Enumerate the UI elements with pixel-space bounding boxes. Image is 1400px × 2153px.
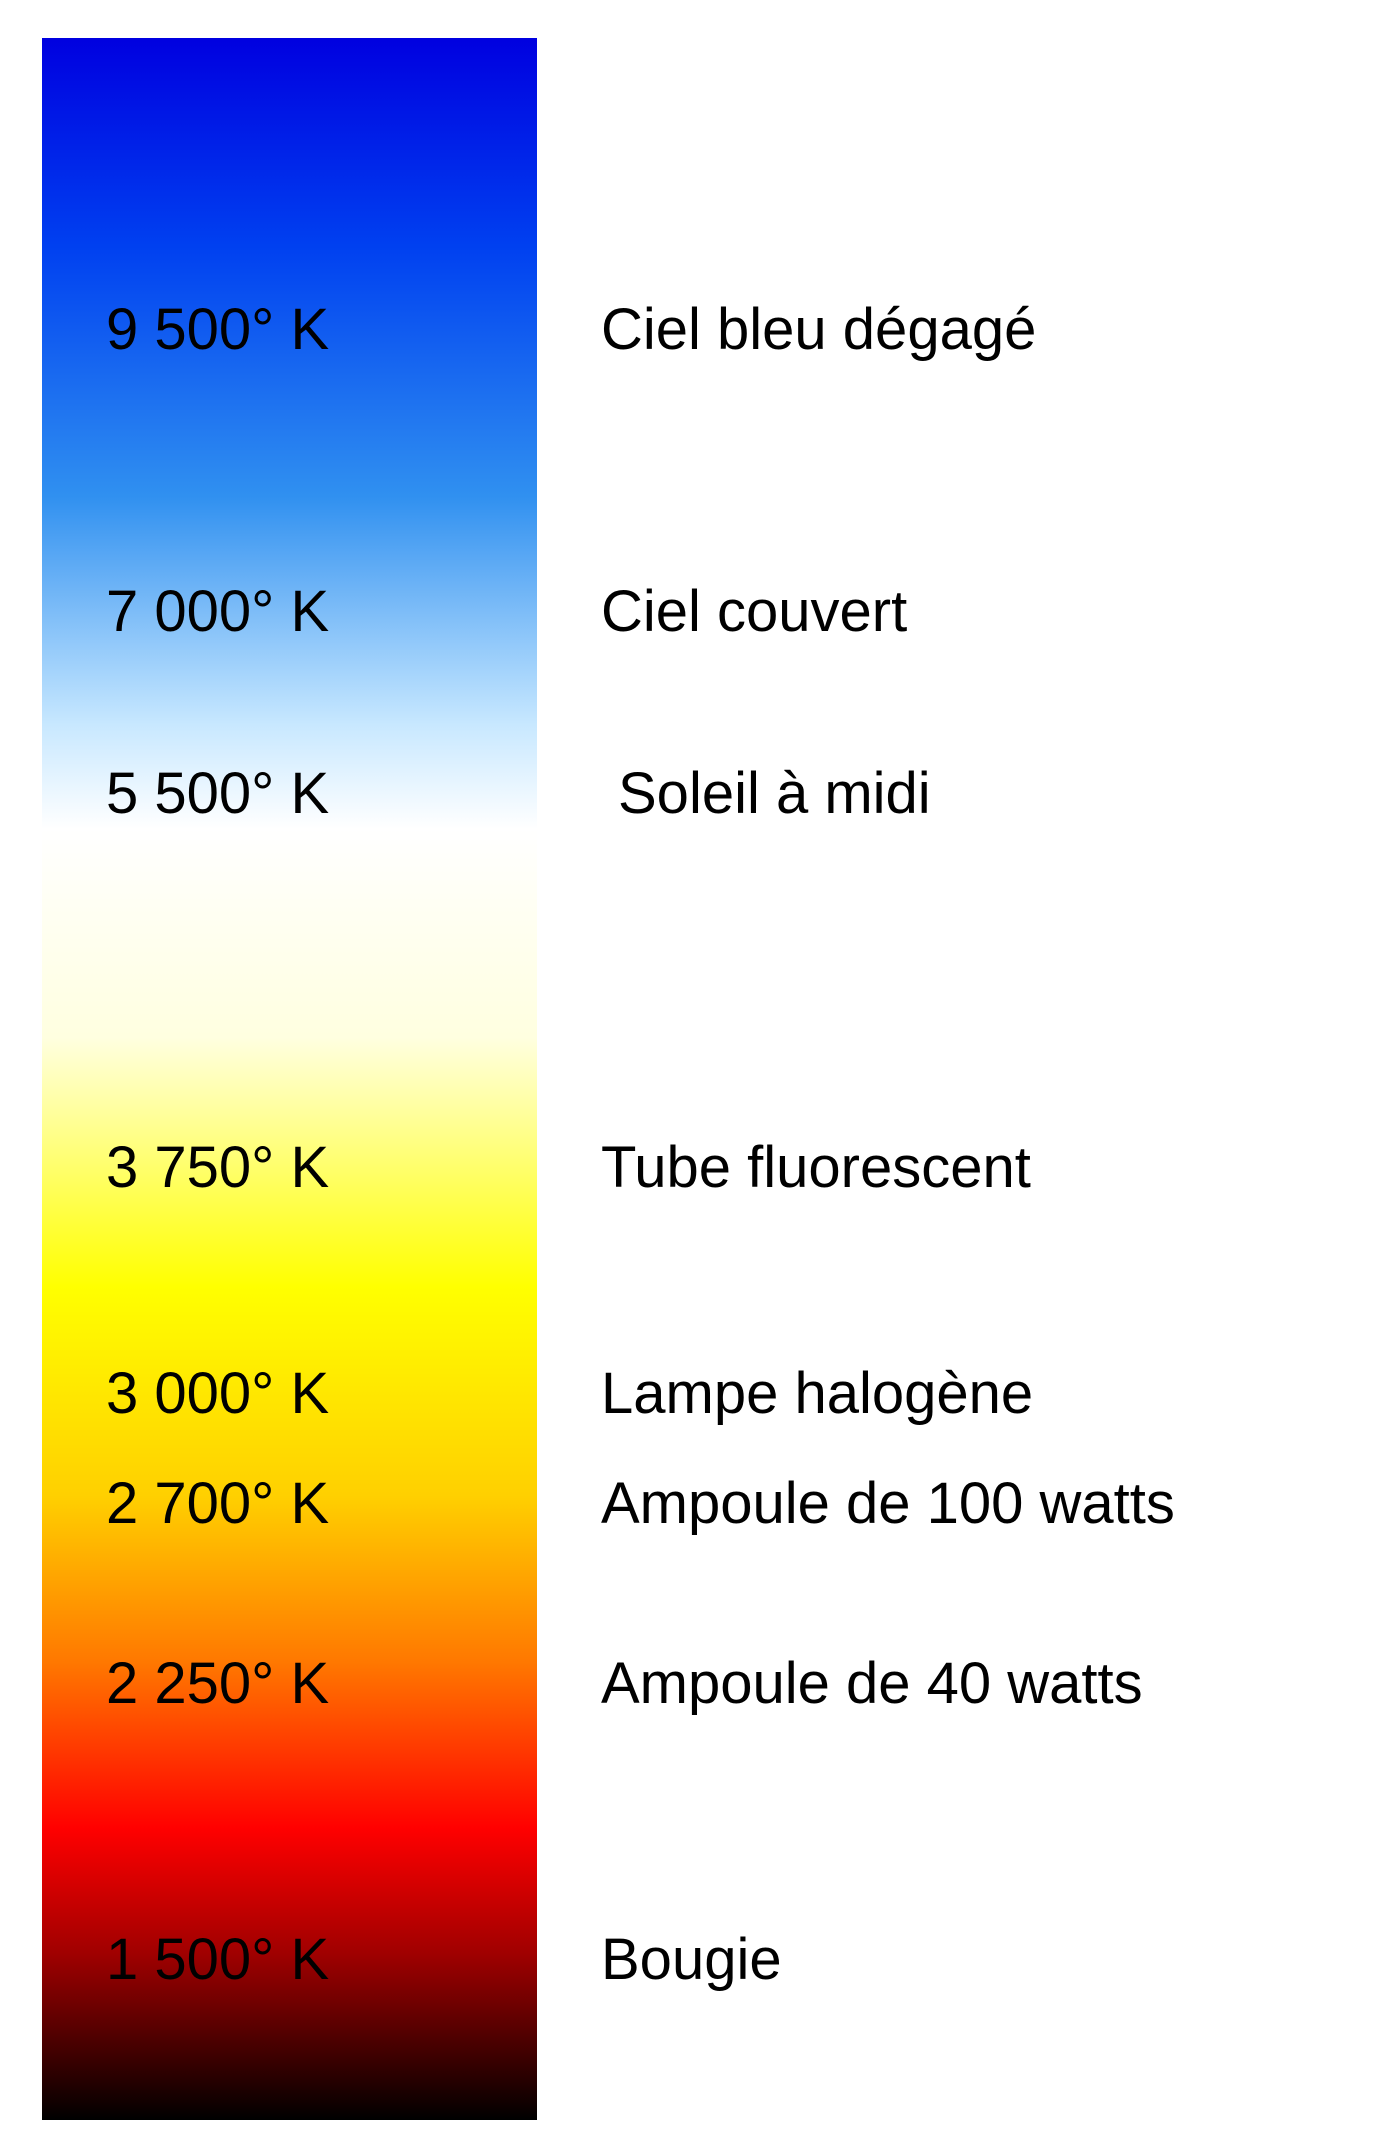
temp-label: 2 250° K bbox=[106, 1650, 329, 1717]
desc-label: Bougie bbox=[601, 1926, 782, 1993]
color-temperature-chart: 9 500° K Ciel bleu dégagé 7 000° K Ciel cou… bbox=[0, 0, 1400, 2153]
desc-label: Ciel bleu dégagé bbox=[601, 296, 1036, 363]
temp-label: 9 500° K bbox=[106, 296, 329, 363]
desc-label: Ciel couvert bbox=[601, 578, 907, 645]
desc-label: Ampoule de 100 watts bbox=[601, 1470, 1175, 1537]
temp-label: 2 700° K bbox=[106, 1470, 329, 1537]
temp-label: 7 000° K bbox=[106, 578, 329, 645]
desc-label: Soleil à midi bbox=[618, 760, 931, 827]
desc-label: Ampoule de 40 watts bbox=[601, 1650, 1143, 1717]
temp-label: 1 500° K bbox=[106, 1926, 329, 1993]
temp-label: 3 750° K bbox=[106, 1134, 329, 1201]
desc-label: Tube fluorescent bbox=[601, 1134, 1031, 1201]
desc-label: Lampe halogène bbox=[601, 1360, 1033, 1427]
temp-label: 3 000° K bbox=[106, 1360, 329, 1427]
temp-label: 5 500° K bbox=[106, 760, 329, 827]
